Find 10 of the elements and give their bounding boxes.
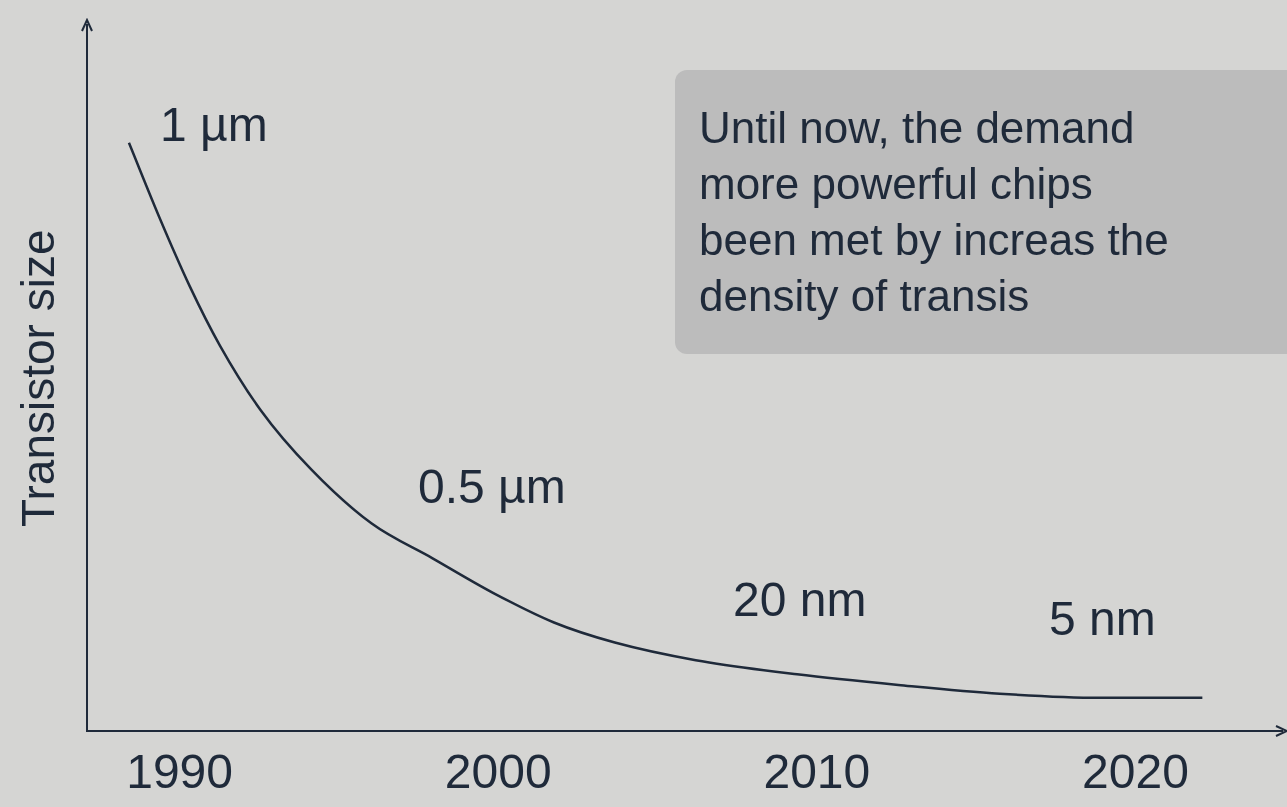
x-tick-label: 2020 bbox=[1082, 745, 1189, 799]
callout-box: Until now, the demand more powerful chips been met by increas the density of transis bbox=[675, 70, 1287, 354]
annotation: 0.5 µm bbox=[418, 460, 566, 514]
x-tick-label: 2010 bbox=[763, 745, 871, 799]
annotation: 5 nm bbox=[1049, 592, 1156, 646]
y-axis-title: Transistor size bbox=[12, 229, 65, 527]
x-tick-label: 2000 bbox=[444, 745, 552, 799]
annotation: 1 µm bbox=[160, 98, 268, 152]
x-tick-label: 1990 bbox=[126, 745, 233, 799]
annotation: 20 nm bbox=[733, 573, 867, 627]
